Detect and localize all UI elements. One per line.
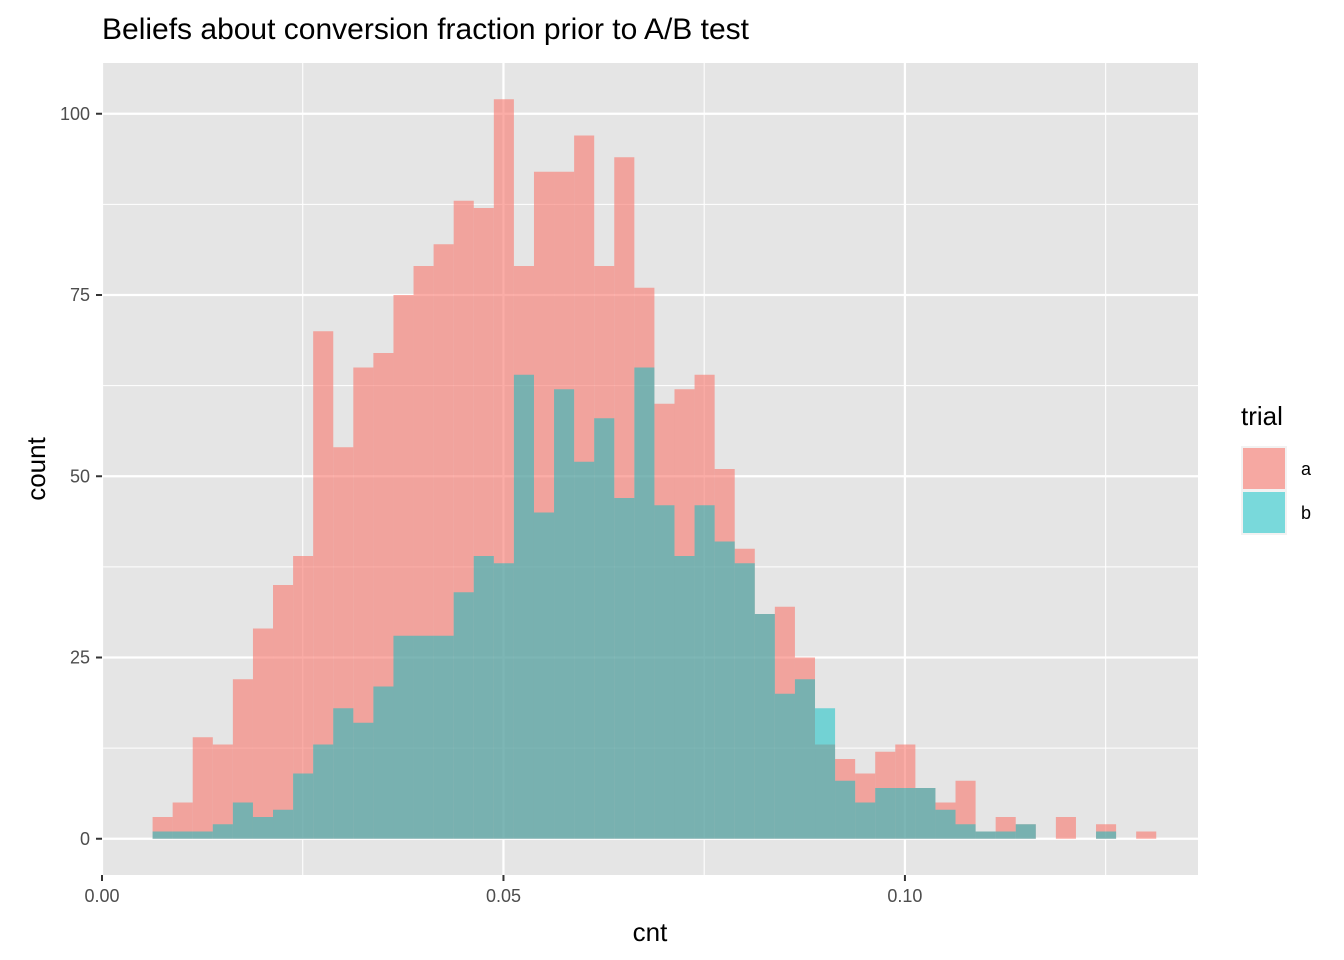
x-tick-label: 0.05 xyxy=(486,886,521,906)
bar-b-36 xyxy=(875,788,896,839)
bar-b-12 xyxy=(393,635,414,839)
bar-b-42 xyxy=(995,831,1016,839)
bar-b-2 xyxy=(192,831,213,839)
bar-b-3 xyxy=(212,824,233,839)
bar-b-15 xyxy=(453,592,474,839)
bar-b-39 xyxy=(935,809,956,839)
bar-b-31 xyxy=(774,693,795,839)
bar-b-25 xyxy=(654,505,675,839)
x-axis-title: cnt xyxy=(633,917,668,947)
bar-b-11 xyxy=(373,686,394,839)
bar-a-49 xyxy=(1136,831,1157,839)
bar-b-0 xyxy=(152,831,173,839)
bar-a-8 xyxy=(313,331,334,839)
y-axis: 0 25 50 75 100 xyxy=(60,104,102,849)
bar-b-28 xyxy=(714,541,735,839)
legend-title: trial xyxy=(1241,401,1283,431)
bar-b-24 xyxy=(634,367,655,839)
bar-b-9 xyxy=(333,708,354,839)
bar-b-1 xyxy=(172,831,193,839)
bar-a-10 xyxy=(353,367,374,839)
bar-b-22 xyxy=(594,418,615,839)
bar-a-2 xyxy=(192,737,213,839)
bar-b-10 xyxy=(353,722,374,839)
legend-swatch-a xyxy=(1243,448,1285,489)
x-tick-label: 0.00 xyxy=(84,886,119,906)
bar-b-13 xyxy=(413,635,434,839)
bar-b-6 xyxy=(273,809,294,839)
series-b xyxy=(152,367,1117,839)
legend-label-a: a xyxy=(1301,459,1312,479)
chart-title: Beliefs about conversion fraction prior … xyxy=(102,13,750,46)
bar-b-43 xyxy=(1015,824,1036,839)
x-tick-label: 0.10 xyxy=(887,886,922,906)
bar-b-7 xyxy=(293,773,314,839)
bar-b-32 xyxy=(794,679,816,839)
y-axis-title: count xyxy=(21,436,51,500)
bar-b-29 xyxy=(734,563,755,839)
bar-b-21 xyxy=(574,461,595,839)
legend-label-b: b xyxy=(1301,503,1311,523)
bar-b-20 xyxy=(554,389,575,839)
y-tick-label: 0 xyxy=(80,829,90,849)
bar-b-38 xyxy=(915,788,936,839)
bar-b-14 xyxy=(433,635,454,839)
bar-b-5 xyxy=(252,817,274,839)
bar-b-23 xyxy=(614,498,635,839)
bar-b-30 xyxy=(754,614,775,839)
legend: trial a b xyxy=(1241,401,1312,535)
bar-b-26 xyxy=(674,556,695,839)
bar-a-45 xyxy=(1055,817,1076,839)
bar-b-19 xyxy=(533,512,555,839)
bar-b-34 xyxy=(835,780,856,839)
x-axis: 0.00 0.05 0.10 xyxy=(84,875,922,906)
bar-b-17 xyxy=(493,563,514,839)
y-tick-label: 100 xyxy=(60,104,90,124)
legend-swatch-b xyxy=(1243,492,1285,533)
bar-b-16 xyxy=(473,556,494,839)
y-tick-label: 75 xyxy=(70,285,90,305)
histogram-bars xyxy=(152,99,1157,839)
bar-b-41 xyxy=(975,831,996,839)
bar-a-1 xyxy=(172,802,193,839)
bar-b-37 xyxy=(895,788,916,839)
bar-a-6 xyxy=(273,585,294,839)
bar-b-40 xyxy=(955,824,976,839)
y-tick-label: 50 xyxy=(70,466,90,486)
bar-b-35 xyxy=(855,802,876,839)
bar-a-4 xyxy=(232,679,253,839)
bar-a-3 xyxy=(212,744,233,839)
bar-b-33 xyxy=(815,708,836,839)
bar-b-18 xyxy=(513,374,534,839)
bar-b-47 xyxy=(1096,831,1117,839)
bar-a-5 xyxy=(252,628,274,839)
bar-b-27 xyxy=(694,505,715,839)
bar-b-8 xyxy=(313,744,334,839)
bar-a-7 xyxy=(293,556,314,839)
bar-b-4 xyxy=(232,802,253,839)
y-tick-label: 25 xyxy=(70,648,90,668)
